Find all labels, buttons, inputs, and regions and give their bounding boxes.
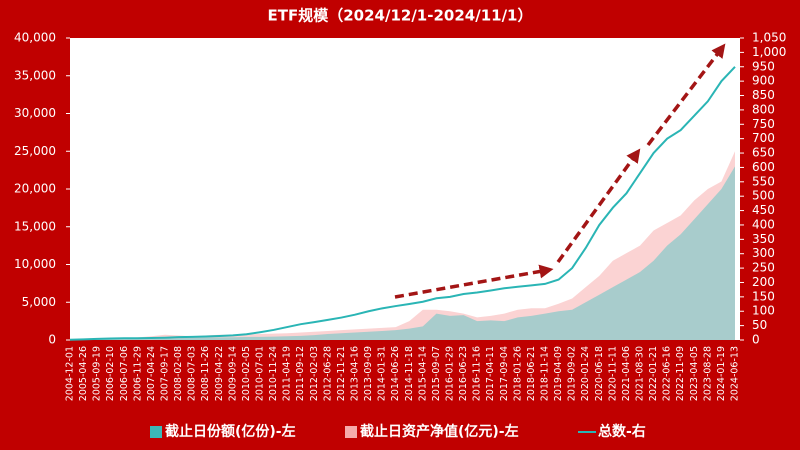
x-tick-label: 2023-04-05: [689, 346, 700, 401]
x-tick-label: 2015-09-07: [431, 346, 442, 401]
x-tick-label: 2021-04-06: [621, 346, 632, 401]
x-tick-label: 2020-11-11: [607, 346, 618, 401]
x-tick-label: 2007-09-17: [160, 346, 171, 401]
y2-tick-label: 250: [752, 261, 775, 275]
y2-tick-label: 550: [752, 174, 775, 188]
y2-tick-label: 650: [752, 146, 775, 160]
x-tick-label: 2015-04-14: [417, 346, 428, 401]
trend-arrow: [394, 264, 554, 299]
y-tick-label: 15,000: [14, 219, 56, 233]
x-tick-label: 2020-06-18: [594, 346, 605, 401]
area: [70, 166, 735, 340]
x-tick-label: 2024-06-13: [730, 346, 741, 401]
y2-tick-label: 1,000: [752, 45, 786, 59]
legend-swatch: [150, 426, 162, 438]
x-tick-label: 2013-09-09: [363, 346, 374, 401]
x-tick-label: 2017-09-04: [499, 346, 510, 401]
x-tick-label: 2014-01-31: [377, 346, 388, 401]
x-tick-label: 2016-06-23: [458, 346, 469, 401]
x-tick-label: 2006-02-10: [105, 346, 116, 401]
x-tick-label: 2019-04-09: [553, 346, 564, 401]
x-tick-label: 2005-04-26: [78, 346, 89, 401]
x-tick-label: 2012-02-03: [309, 346, 320, 401]
x-tick-label: 2004-12-01: [65, 346, 76, 401]
y2-tick-label: 50: [752, 318, 767, 332]
y2-tick-label: 800: [752, 102, 775, 116]
y2-tick-label: 350: [752, 232, 775, 246]
y2-tick-label: 950: [752, 59, 775, 73]
x-tick-label: 2019-09-02: [567, 346, 578, 401]
x-tick-label: 2017-04-11: [485, 346, 496, 401]
y2-tick-label: 300: [752, 246, 775, 260]
x-tick-label: 2014-11-18: [404, 346, 415, 401]
y2-tick-label: 150: [752, 289, 775, 303]
y-tick-label: 25,000: [14, 144, 56, 158]
x-tick-label: 2007-04-24: [146, 346, 157, 401]
y-tick-label: 30,000: [14, 106, 56, 120]
y-tick-label: 35,000: [14, 68, 56, 82]
x-tick-label: 2022-01-21: [648, 346, 659, 401]
x-tick-label: 2005-09-19: [92, 346, 103, 401]
x-tick-label: 2018-11-14: [540, 346, 551, 401]
trend-arrow: [556, 148, 641, 264]
y2-tick-label: 900: [752, 74, 775, 88]
legend-swatch: [345, 426, 357, 438]
x-tick-label: 2024-01-19: [716, 346, 727, 401]
x-tick-label: 2012-06-28: [322, 346, 333, 401]
y2-tick-label: 700: [752, 131, 775, 145]
x-tick-label: 2009-09-14: [227, 346, 238, 401]
x-tick-label: 2016-01-29: [445, 346, 456, 401]
x-tick-label: 2014-06-26: [390, 346, 401, 401]
trend-arrow: [646, 43, 726, 147]
y2-tick-label: 400: [752, 217, 775, 231]
x-tick-label: 2021-08-30: [635, 346, 646, 401]
y-tick-label: 10,000: [14, 257, 56, 271]
x-tick-label: 2010-02-05: [241, 346, 252, 401]
x-tick-label: 2013-04-16: [350, 346, 361, 401]
y-tick-label: 0: [48, 333, 56, 347]
y-tick-label: 5,000: [22, 295, 56, 309]
y2-tick-label: 850: [752, 88, 775, 102]
y2-tick-label: 100: [752, 304, 775, 318]
x-tick-label: 2022-06-16: [662, 346, 673, 401]
x-tick-label: 2008-02-08: [173, 346, 184, 401]
x-tick-label: 2016-11-16: [472, 346, 483, 401]
y2-tick-label: 0: [752, 333, 760, 347]
legend-label: 截止日资产净值(亿元)-左: [360, 423, 519, 440]
y2-tick-label: 1,050: [752, 31, 786, 45]
x-tick-label: 2011-09-12: [295, 346, 306, 401]
x-tick-label: 2020-01-24: [580, 346, 591, 401]
x-tick-label: 2010-07-01: [255, 346, 266, 401]
x-tick-label: 2008-11-26: [200, 346, 211, 401]
x-tick-label: 2018-06-21: [526, 346, 537, 401]
legend-label: 截止日份额(亿份)-左: [165, 423, 296, 440]
x-tick-label: 2006-11-29: [132, 346, 143, 401]
y2-tick-label: 500: [752, 189, 775, 203]
y2-tick-label: 750: [752, 117, 775, 131]
x-tick-label: 2006-07-06: [119, 346, 130, 401]
line: [69, 66, 736, 341]
legend-label: 总数-右: [598, 423, 646, 440]
y2-tick-label: 200: [752, 275, 775, 289]
x-tick-label: 2009-04-22: [214, 346, 225, 401]
y-tick-label: 20,000: [14, 182, 56, 196]
y2-tick-label: 600: [752, 160, 775, 174]
x-tick-label: 2008-07-03: [187, 346, 198, 401]
x-tick-label: 2023-08-28: [702, 346, 713, 401]
y2-tick-label: 450: [752, 203, 775, 217]
chart-title: ETF规模（2024/12/1-2024/11/1）: [268, 7, 533, 25]
y-tick-label: 40,000: [14, 31, 56, 45]
trend-arrows: [394, 43, 726, 299]
x-tick-label: 2022-11-09: [675, 346, 686, 401]
x-tick-label: 2010-11-24: [268, 346, 279, 401]
x-tick-label: 2018-01-26: [512, 346, 523, 401]
x-tick-label: 2011-04-19: [282, 346, 293, 401]
x-tick-label: 2012-11-21: [336, 346, 347, 401]
